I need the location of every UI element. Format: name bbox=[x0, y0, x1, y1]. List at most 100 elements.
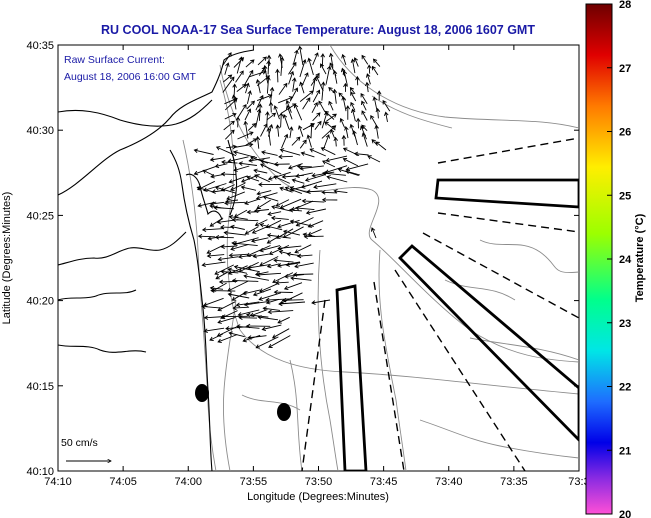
current-vector bbox=[282, 113, 290, 130]
current-vector bbox=[269, 86, 275, 103]
current-vector bbox=[345, 105, 351, 120]
x-tick-label: 73:55 bbox=[240, 476, 268, 488]
current-vector bbox=[228, 214, 248, 220]
current-vector bbox=[266, 112, 277, 121]
current-vector bbox=[273, 175, 290, 184]
current-vector bbox=[231, 240, 258, 247]
current-vector bbox=[260, 123, 268, 137]
current-vector bbox=[266, 236, 279, 244]
current-vector bbox=[214, 185, 237, 194]
current-vector bbox=[217, 301, 236, 312]
current-vector bbox=[256, 272, 282, 278]
current-vector bbox=[361, 132, 368, 147]
current-vector bbox=[284, 186, 303, 195]
current-vector bbox=[246, 90, 252, 105]
current-vector bbox=[243, 120, 249, 139]
current-vector bbox=[289, 219, 314, 227]
current-vector bbox=[307, 57, 314, 76]
current-vector bbox=[275, 199, 290, 207]
current-vector bbox=[266, 263, 280, 269]
current-vector bbox=[349, 123, 356, 137]
current-vector bbox=[370, 227, 377, 239]
current-vector bbox=[267, 171, 291, 181]
current-vector bbox=[245, 323, 271, 329]
current-vector bbox=[222, 52, 232, 66]
current-vector bbox=[209, 217, 224, 227]
current-vector bbox=[299, 165, 324, 171]
current-vector bbox=[272, 272, 294, 284]
current-vector bbox=[350, 58, 356, 74]
current-vector bbox=[333, 188, 348, 194]
current-vector bbox=[214, 264, 234, 275]
current-vector bbox=[291, 77, 297, 92]
current-vector bbox=[230, 182, 246, 191]
current-vector bbox=[275, 68, 280, 83]
current-vector bbox=[305, 208, 326, 215]
current-vector bbox=[349, 87, 356, 95]
current-vector bbox=[210, 288, 236, 293]
mooring-dot bbox=[277, 403, 291, 421]
coastline bbox=[58, 49, 255, 471]
current-vector bbox=[224, 62, 230, 75]
current-vector bbox=[247, 122, 257, 131]
surface-current-vectors bbox=[193, 45, 391, 349]
current-vector bbox=[352, 130, 358, 146]
current-vector bbox=[258, 182, 282, 187]
current-vector bbox=[214, 163, 228, 169]
current-vector bbox=[328, 52, 334, 68]
current-vector bbox=[224, 129, 235, 140]
current-vector bbox=[282, 229, 301, 236]
colorbar-tick-label: 26 bbox=[619, 127, 631, 139]
colorbar-ticks: 28 27 26 25 24 23 22 21 20 bbox=[607, 0, 632, 518]
x-tick-label: 74:00 bbox=[174, 476, 202, 488]
current-vector bbox=[321, 190, 337, 195]
current-vector bbox=[277, 261, 301, 268]
current-vector bbox=[265, 297, 293, 303]
current-vector bbox=[235, 116, 241, 128]
current-vector bbox=[267, 211, 282, 217]
current-vector bbox=[221, 159, 238, 165]
current-vector bbox=[231, 217, 259, 223]
current-vector bbox=[245, 82, 250, 94]
current-vector bbox=[298, 125, 304, 137]
current-vector bbox=[196, 185, 215, 193]
current-vector bbox=[255, 79, 261, 94]
current-vector bbox=[330, 128, 335, 139]
current-vector bbox=[343, 82, 348, 92]
current-vector bbox=[244, 198, 259, 205]
current-vector bbox=[233, 165, 250, 172]
current-vector bbox=[279, 56, 285, 76]
current-vector bbox=[299, 90, 314, 102]
x-axis-ticks: 74:10 74:05 74:00 73:55 73:50 73:45 73:40 73:35… bbox=[44, 45, 590, 488]
current-vector bbox=[321, 125, 337, 139]
current-vector bbox=[232, 305, 250, 311]
current-vector bbox=[322, 160, 336, 168]
current-vector bbox=[220, 244, 237, 250]
plot-frame bbox=[57, 44, 580, 472]
current-vector bbox=[318, 100, 326, 113]
current-vector bbox=[193, 148, 214, 155]
current-vector bbox=[214, 235, 234, 240]
current-vector bbox=[237, 309, 260, 317]
current-vector bbox=[230, 224, 245, 230]
current-vector bbox=[323, 134, 330, 149]
current-vector bbox=[256, 190, 272, 196]
current-vector bbox=[209, 333, 223, 341]
current-vector bbox=[273, 105, 280, 120]
current-vector bbox=[231, 278, 259, 283]
current-vector bbox=[252, 253, 270, 259]
current-vector bbox=[213, 205, 235, 210]
current-vector bbox=[375, 141, 387, 151]
current-vector bbox=[294, 262, 314, 269]
current-vector bbox=[325, 65, 332, 85]
current-vector bbox=[288, 70, 295, 85]
colorbar-label: Temperature (°C) bbox=[634, 213, 646, 302]
current-vector bbox=[243, 301, 268, 307]
current-vector bbox=[291, 178, 305, 184]
current-vector bbox=[288, 207, 302, 213]
current-vector bbox=[295, 205, 315, 211]
current-vector bbox=[321, 171, 346, 176]
current-vector bbox=[285, 104, 293, 120]
current-vector bbox=[246, 175, 260, 182]
